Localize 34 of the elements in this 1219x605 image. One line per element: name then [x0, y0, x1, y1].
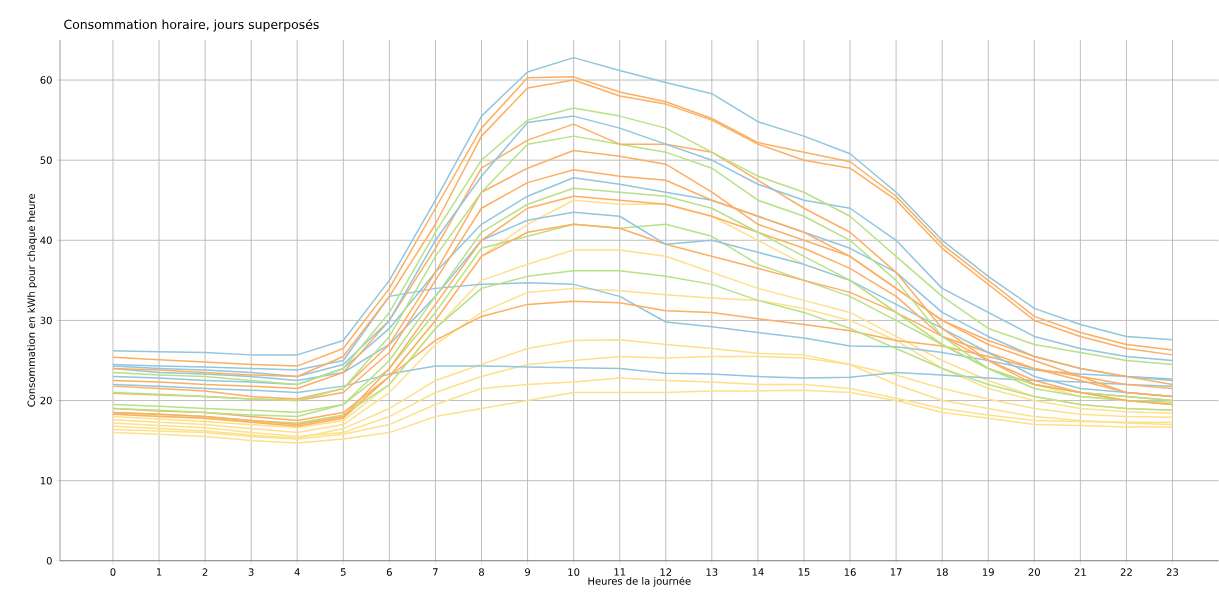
x-tick-label: 12	[660, 568, 672, 576]
y-tick-label: 60	[40, 76, 52, 84]
x-tick-label: 4	[294, 568, 300, 576]
y-axis-title: Consommation en kWh pour chaque heure	[27, 194, 37, 407]
x-tick-label: 23	[1166, 568, 1179, 576]
x-tick-label: 19	[982, 568, 994, 576]
x-tick-label: 20	[1028, 568, 1040, 576]
y-tick-label: 30	[40, 316, 52, 325]
x-tick-label: 21	[1074, 568, 1086, 576]
x-tick-label: 16	[844, 568, 856, 576]
y-tick-label: 10	[40, 477, 52, 485]
x-tick-label: 1	[156, 568, 162, 576]
y-tick-label: 50	[40, 156, 52, 165]
x-tick-label: 3	[248, 568, 254, 576]
x-axis-title: Heures de la journée	[588, 576, 691, 587]
x-tick-label: 11	[614, 568, 626, 576]
chart-title: Consommation horaire, jours superposés	[64, 19, 319, 32]
x-tick-label: 8	[479, 568, 484, 576]
y-tick-label: 20	[40, 396, 52, 405]
x-tick-label: 6	[386, 568, 392, 576]
x-tick-label: 13	[706, 568, 718, 576]
x-tick-label: 10	[568, 568, 580, 576]
x-tick-label: 9	[525, 568, 531, 576]
x-tick-label: 18	[936, 568, 948, 576]
y-tick-label: 0	[46, 557, 52, 565]
x-tick-label: 5	[340, 568, 346, 576]
x-tick-label: 0	[110, 568, 116, 576]
x-tick-label: 7	[433, 568, 438, 576]
x-tick-label: 22	[1120, 568, 1132, 576]
x-tick-label: 17	[890, 568, 902, 576]
x-tick-label: 15	[798, 568, 810, 576]
y-tick-label: 40	[40, 236, 52, 245]
x-tick-label: 14	[752, 568, 764, 576]
x-tick-label: 2	[202, 568, 208, 576]
